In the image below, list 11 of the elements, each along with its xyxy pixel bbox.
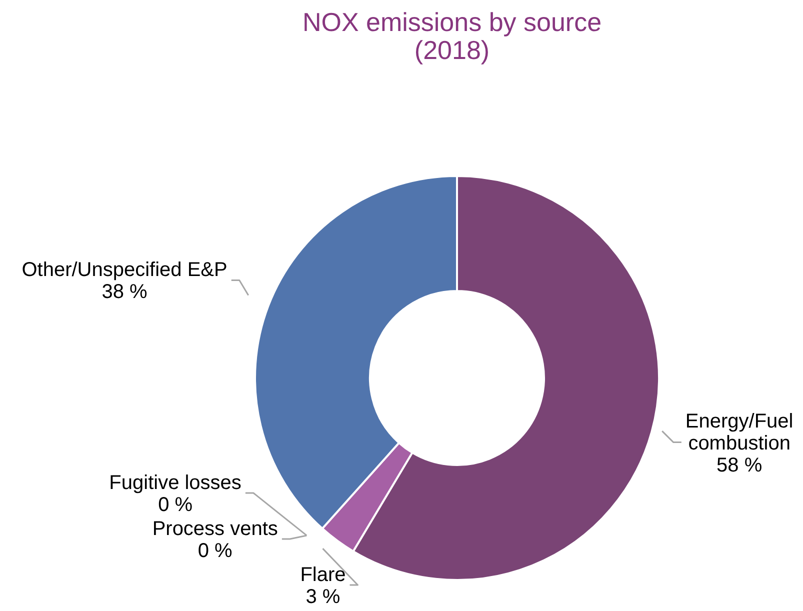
slice-label: Energy/Fuel combustion <box>685 410 794 454</box>
legend-label: Process vents <box>152 518 278 540</box>
slice-label: Other/Unspecified E&P <box>22 259 228 282</box>
data-label: 3 % <box>306 586 340 608</box>
text: 0 % <box>198 540 232 562</box>
data-label: 38 % <box>102 281 148 304</box>
data-label: 58 % <box>716 454 762 476</box>
slice-label: Flare <box>300 564 346 586</box>
chart-title: NOX emissions by source (2018) <box>301 7 603 65</box>
category-label: Fugitive losses <box>109 472 242 494</box>
text: 0 % <box>158 494 193 516</box>
